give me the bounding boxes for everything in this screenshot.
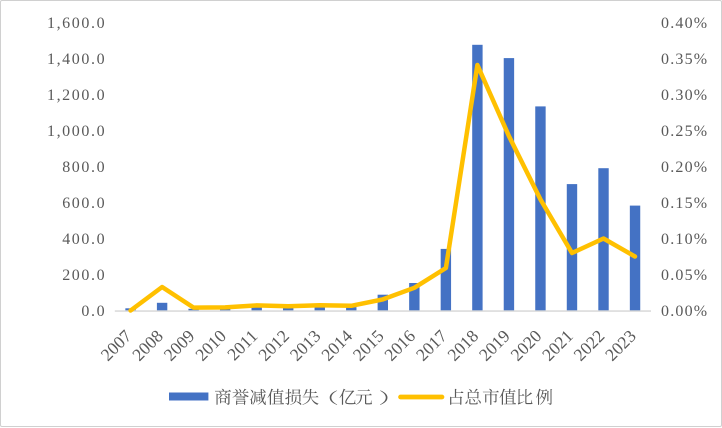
svg-text:2014: 2014 bbox=[317, 326, 356, 365]
svg-text:0.05%: 0.05% bbox=[661, 267, 708, 284]
svg-text:2013: 2013 bbox=[286, 326, 325, 365]
svg-text:2009: 2009 bbox=[160, 326, 199, 365]
svg-text:2017: 2017 bbox=[412, 326, 451, 365]
svg-text:600.0: 600.0 bbox=[62, 195, 106, 212]
svg-text:2012: 2012 bbox=[254, 326, 293, 365]
svg-text:1,200.0: 1,200.0 bbox=[47, 87, 106, 104]
svg-text:0.20%: 0.20% bbox=[661, 159, 708, 176]
svg-text:1,000.0: 1,000.0 bbox=[47, 123, 106, 140]
svg-text:0.15%: 0.15% bbox=[661, 195, 708, 212]
svg-text:2021: 2021 bbox=[538, 326, 577, 365]
svg-text:400.0: 400.0 bbox=[62, 231, 106, 248]
svg-text:0.0: 0.0 bbox=[81, 303, 106, 320]
svg-text:0.00%: 0.00% bbox=[661, 303, 708, 320]
svg-text:0.25%: 0.25% bbox=[661, 123, 708, 140]
svg-text:1,400.0: 1,400.0 bbox=[47, 51, 106, 68]
svg-text:800.0: 800.0 bbox=[62, 159, 106, 176]
svg-text:2020: 2020 bbox=[506, 326, 545, 365]
svg-text:2018: 2018 bbox=[443, 326, 482, 365]
svg-text:2022: 2022 bbox=[569, 326, 608, 365]
svg-text:0.35%: 0.35% bbox=[661, 51, 708, 68]
svg-text:2019: 2019 bbox=[475, 326, 514, 365]
svg-text:200.0: 200.0 bbox=[62, 267, 106, 284]
svg-text:0.10%: 0.10% bbox=[661, 231, 708, 248]
svg-text:0.30%: 0.30% bbox=[661, 87, 708, 104]
svg-text:2010: 2010 bbox=[191, 326, 230, 365]
svg-text:2023: 2023 bbox=[601, 326, 640, 365]
svg-text:2016: 2016 bbox=[380, 326, 419, 365]
svg-text:2007: 2007 bbox=[97, 326, 136, 365]
svg-text:2011: 2011 bbox=[223, 326, 261, 364]
svg-text:1,600.0: 1,600.0 bbox=[47, 15, 106, 32]
svg-text:2008: 2008 bbox=[128, 326, 167, 365]
svg-text:0.40%: 0.40% bbox=[661, 15, 708, 32]
svg-text:2015: 2015 bbox=[349, 326, 388, 365]
